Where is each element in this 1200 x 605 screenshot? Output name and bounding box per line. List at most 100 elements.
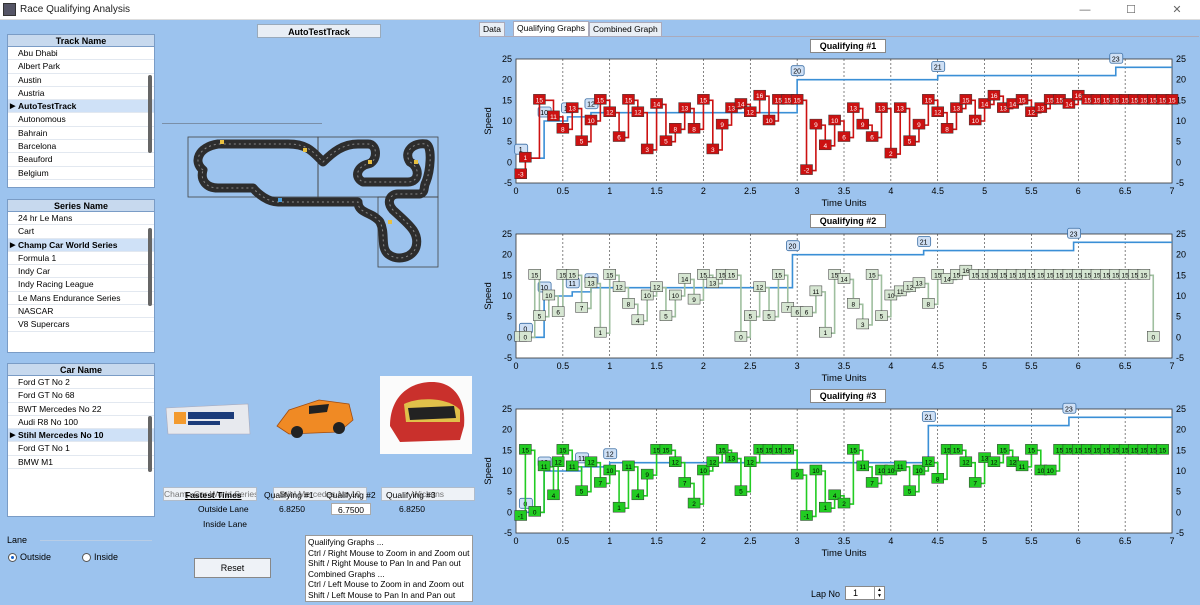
maximize-button[interactable]: ☐ <box>1126 4 1136 16</box>
tracks-item-label: Austin <box>18 74 42 85</box>
speed-data-label: 15 <box>1156 444 1169 455</box>
cars-list-item[interactable]: BWT Mercedes No 22 <box>8 403 154 416</box>
speed-label-text: 12 <box>587 460 595 467</box>
q2-outside-time: 6.7500 <box>331 503 371 515</box>
speed-label-text: 10 <box>765 118 773 125</box>
x-tick-label: 0 <box>513 186 518 196</box>
speed-data-label: 7 <box>575 302 588 313</box>
minimize-button[interactable]: — <box>1079 4 1091 16</box>
speed-data-label: 12 <box>922 456 935 467</box>
y-tick-label: -5 <box>1176 178 1184 188</box>
qualifying-3-graph[interactable]: Qualifying #3 -5 -5 0 0 5 5 10 10 15 15 20 20 25 25 0 0… <box>479 389 1199 561</box>
series-list-item[interactable]: NASCAR <box>8 305 154 319</box>
spinner-arrows-icon[interactable]: ▲ ▼ <box>874 587 884 599</box>
title-bar: Race Qualifying Analysis — ☐ ✕ <box>0 0 1200 20</box>
graph-title: Qualifying #2 <box>810 214 886 228</box>
speed-data-label: 9 <box>809 118 823 130</box>
track-list[interactable]: Track Name Abu Dhabi Albert Park Austin Aus… <box>7 34 155 188</box>
series-list-item[interactable]: V8 Supercars <box>8 318 154 332</box>
speed-label-box <box>809 464 823 476</box>
speed-label-box <box>1156 444 1169 455</box>
tab-data[interactable]: Data <box>479 22 505 36</box>
divider-line <box>162 123 322 124</box>
x-tick-label: 4.5 <box>931 186 944 196</box>
car-list-scrollbar[interactable] <box>148 416 152 472</box>
x-tick-label: 5.5 <box>1025 361 1038 371</box>
speed-label-box <box>819 326 832 338</box>
qualifying-2-graph[interactable]: Qualifying #2 -5 -5 0 0 5 5 10 10 15 15 20 20 25 25 0 0… <box>479 214 1199 388</box>
speed-label-box <box>800 510 813 521</box>
speed-data-label: 1 <box>594 326 607 338</box>
tracks-list-item[interactable]: Bahrain <box>8 127 154 141</box>
speed-data-label: 10 <box>603 464 616 476</box>
lane-label: Lane <box>7 535 28 545</box>
speed-label-text: 15 <box>1159 447 1167 454</box>
y-tick-label: 0 <box>1176 332 1181 342</box>
tracks-list-item[interactable]: Albert Park <box>8 60 154 74</box>
best-speed-marker: 23 <box>1109 52 1124 64</box>
inside-lane-radio[interactable]: Inside <box>82 552 118 563</box>
tracks-list-item[interactable]: Austria <box>8 87 154 101</box>
tab-combined-graph[interactable]: Combined Graph <box>589 22 662 36</box>
speed-label-text: 4 <box>636 493 640 500</box>
speed-label-text: 15 <box>962 97 970 104</box>
tab-qualifying-graphs[interactable]: Qualifying Graphs <box>513 21 590 36</box>
series-list-item[interactable]: Indy Car <box>8 265 154 279</box>
speed-data-label: 13 <box>565 102 579 113</box>
track-name-button[interactable]: AutoTestTrack <box>257 24 381 38</box>
speed-label-text: 15 <box>1065 272 1073 279</box>
track-list-scrollbar[interactable] <box>148 75 152 153</box>
tracks-list-item[interactable]: Autonomous <box>8 113 154 127</box>
best-speed-marker: 23 <box>1067 227 1081 239</box>
speed-label-box <box>1147 331 1160 342</box>
cars-list-item[interactable]: Audi R8 No 100 <box>8 416 154 430</box>
cars-list-item[interactable]: ▶ Stihl Mercedes No 10 <box>8 429 154 443</box>
tracks-list-item[interactable]: Abu Dhabi <box>8 47 154 61</box>
lap-number-value: 1 <box>853 588 859 598</box>
lap-number-spinner[interactable]: 1 ▲ ▼ <box>845 586 885 600</box>
speed-label-box <box>687 123 701 134</box>
series-list-item[interactable]: Le Mans Endurance Series <box>8 292 154 306</box>
series-list-item[interactable]: Cart <box>8 225 154 239</box>
series-list[interactable]: Series Name 24 hr Le Mans Cart ▶ Champ Car … <box>7 199 155 353</box>
speed-label-box <box>612 131 626 142</box>
speed-label-text: 0 <box>524 334 528 341</box>
x-tick-label: 6.5 <box>1119 186 1132 196</box>
tracks-item-label: AutoTestTrack <box>18 101 77 112</box>
best-speed-marker: 23 <box>1062 402 1077 414</box>
speed-label-box <box>542 289 556 301</box>
speed-label-box <box>1015 94 1029 105</box>
series-list-scrollbar[interactable] <box>148 228 152 306</box>
car-list[interactable]: Car Name Ford GT No 2 Ford GT No 68 BWT Me… <box>7 363 155 517</box>
cars-list-item[interactable]: Ford GT No 1 <box>8 442 154 456</box>
tracks-list-item[interactable]: Beauford <box>8 153 154 167</box>
speed-label-text: 15 <box>1093 97 1101 104</box>
speed-label-text: 2 <box>889 151 893 158</box>
speed-label-box <box>865 477 879 488</box>
speed-label-box <box>519 151 532 163</box>
outside-lane-radio[interactable]: Outside <box>8 552 51 563</box>
cars-list-item[interactable]: Ford GT No 2 <box>8 376 154 390</box>
series-list-item[interactable]: ▶ Champ Car World Series <box>8 238 154 252</box>
speed-data-label: 9 <box>790 468 804 480</box>
speed-label-box <box>715 118 729 130</box>
cars-list-item[interactable]: BMW M1 <box>8 456 154 470</box>
reset-button[interactable]: Reset <box>194 558 271 578</box>
series-list-item[interactable]: Formula 1 <box>8 252 154 266</box>
cars-list-item[interactable]: Ford GT No 68 <box>8 389 154 403</box>
qualifying-1-graph[interactable]: Qualifying #1 -5 -5 0 0 5 5 10 10 15 15 20 20 25 25 0 0… <box>479 39 1199 211</box>
series-list-item[interactable]: Indy Racing League <box>8 278 154 292</box>
speed-label-text: 15 <box>559 447 567 454</box>
speed-label-text: 15 <box>775 272 783 279</box>
series-list-item[interactable]: 24 hr Le Mans <box>8 212 154 226</box>
tracks-list-item[interactable]: Barcelona <box>8 140 154 154</box>
speed-label-box <box>565 460 579 472</box>
y-tick-label: 20 <box>502 250 512 260</box>
close-button[interactable]: ✕ <box>1172 4 1182 16</box>
speed-label-text: 15 <box>1028 447 1036 454</box>
tracks-list-item[interactable]: Austin <box>8 74 154 87</box>
tracks-list-item[interactable]: ▶ AutoTestTrack <box>8 100 154 114</box>
tracks-list-item[interactable]: Belgium <box>8 167 154 180</box>
speed-label-box <box>697 94 710 105</box>
